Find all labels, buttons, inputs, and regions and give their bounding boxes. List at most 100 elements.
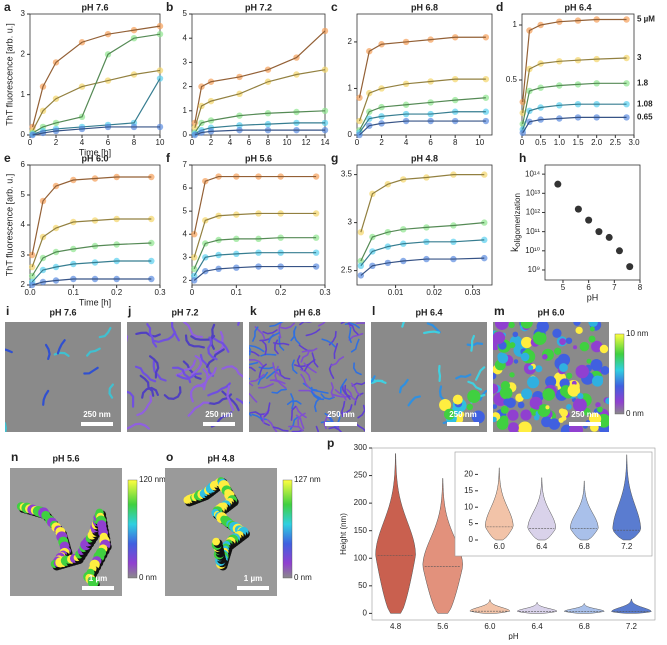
fibril: [354, 422, 365, 432]
y-tick-label: 2: [21, 49, 26, 58]
panel-title: pH 7.6: [81, 2, 108, 12]
fibril: [226, 385, 235, 412]
aggregate: [575, 326, 583, 334]
fibril: [438, 385, 446, 402]
x-tick-label: 6.0: [494, 542, 506, 551]
y-tick-label: 0.5: [506, 75, 518, 84]
y-tick-label: 200: [354, 498, 368, 507]
aggregate: [87, 576, 99, 588]
aggregate: [520, 409, 532, 421]
x-tick-label: 12: [302, 138, 311, 147]
fibril: [297, 412, 306, 426]
violin: [516, 602, 558, 614]
fibril: [261, 340, 268, 356]
fibril: [371, 379, 384, 384]
aggregate: [575, 364, 589, 379]
colorbar-min-label: 0 nm: [139, 573, 157, 582]
afm-content: [249, 322, 365, 432]
plot-frame: [29, 164, 161, 286]
scale-bar: [569, 422, 601, 426]
fit-line: [193, 175, 317, 235]
x-tick-label: 2.0: [591, 138, 603, 147]
aggregate: [493, 404, 498, 409]
y-tick-label: 10¹³: [526, 188, 541, 197]
aggregate: [443, 408, 456, 420]
fibril: [341, 400, 346, 418]
data-point: [357, 229, 365, 236]
aggregate: [545, 376, 557, 388]
fibril: [350, 382, 361, 397]
panel-title: pH 5.6: [52, 453, 79, 463]
fit-line: [522, 116, 627, 134]
fibril: [135, 331, 161, 338]
aggregate: [567, 384, 581, 397]
aggregate: [452, 394, 463, 405]
colorbar-min-label: 0 nm: [626, 409, 644, 418]
fibril: [330, 356, 345, 367]
plot-frame: [356, 164, 493, 286]
aggregate: [507, 409, 519, 421]
y-tick-label: 3: [21, 250, 26, 259]
y-tick-label: 7: [183, 160, 188, 169]
aggregate: [590, 359, 603, 371]
x-tick-label: 4: [80, 138, 85, 147]
y-tick-label: 3: [183, 252, 188, 261]
aggregate: [521, 388, 533, 400]
x-tick-label: 4.8: [390, 622, 402, 631]
scale-bar-label: 1 µm: [89, 574, 107, 583]
aggregate: [521, 336, 533, 349]
afm-background: [5, 322, 121, 432]
fibril: [334, 389, 347, 401]
fibril: [300, 368, 311, 381]
fibril: [348, 332, 364, 341]
aggregate: [499, 386, 513, 400]
x-tick-label: 6.8: [579, 622, 591, 631]
fibril: [330, 382, 334, 398]
plot-frame: [191, 164, 326, 286]
fit-line: [358, 36, 486, 98]
colorbar-max-label: 127 nm: [294, 475, 321, 484]
panel-title: pH 6.4: [564, 2, 591, 12]
fibril: [5, 348, 13, 354]
fit-line: [358, 97, 486, 131]
fibril: [291, 429, 304, 432]
x-tick-label: 0.2: [111, 288, 123, 297]
aggregate: [503, 398, 511, 406]
x-axis-label: Time [h]: [79, 147, 111, 157]
scale-bar-label: 250 nm: [449, 410, 477, 419]
fibril: [262, 329, 278, 335]
y-tick-label: 10¹²: [526, 208, 541, 217]
y-tick-label: 1: [348, 84, 353, 93]
aggregate: [509, 372, 515, 378]
fibril: [286, 400, 302, 406]
fibril: [352, 362, 362, 376]
fit-line: [31, 218, 152, 268]
fibril: [252, 326, 259, 342]
x-tick-label: 8: [132, 138, 137, 147]
afm-image: [165, 468, 277, 596]
fibril: [271, 388, 287, 394]
plot-frame: [544, 164, 641, 281]
fibril: [323, 413, 329, 430]
y-tick-label: 15: [464, 486, 473, 495]
fibril: [475, 366, 486, 381]
y-tick-label: 10¹¹: [526, 227, 541, 236]
aggregate: [520, 426, 528, 432]
fit-line: [194, 69, 326, 128]
scale-bar: [81, 422, 113, 426]
scale-bar-label: 250 nm: [327, 410, 355, 419]
panel-letter: p: [327, 436, 334, 450]
plot-frame: [191, 13, 326, 136]
y-tick-label: 6: [183, 183, 188, 192]
fit-line: [193, 212, 317, 258]
fibril: [295, 405, 307, 419]
y-axis-label: ThT fluorescence [arb. u.]: [4, 23, 14, 125]
aggregate: [507, 422, 519, 432]
colorbar-max-label: 120 nm: [139, 475, 166, 484]
fibril: [357, 404, 365, 419]
aggregate: [573, 345, 578, 350]
fibril: [5, 422, 8, 432]
aggregate: [586, 358, 592, 364]
fit-line: [522, 103, 627, 130]
fit-line: [360, 222, 485, 262]
